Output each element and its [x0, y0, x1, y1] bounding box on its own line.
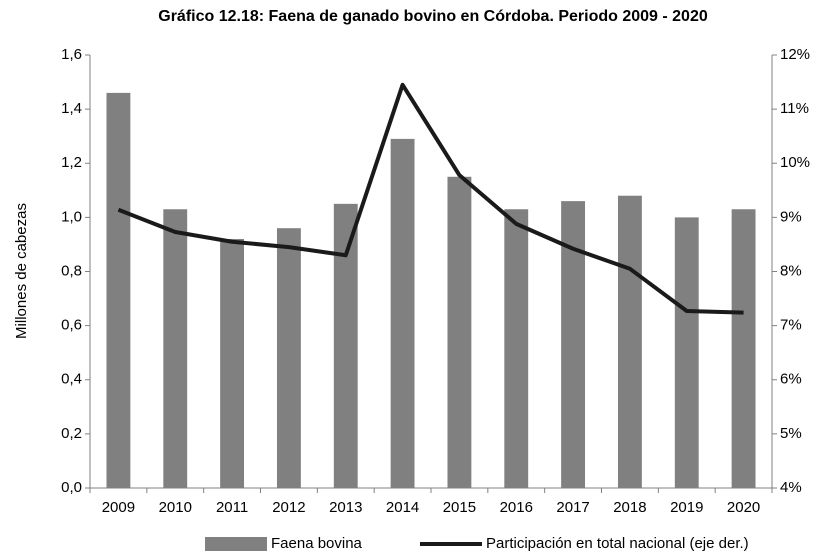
- y-tick-label: 0,6: [61, 317, 82, 334]
- y2-tick-label: 12%: [780, 46, 810, 63]
- y-tick-label: 0,8: [61, 262, 82, 279]
- x-tick-label: 2019: [670, 499, 703, 516]
- y-tick-label: 1,6: [61, 46, 82, 63]
- x-tick-label: 2018: [613, 499, 646, 516]
- y-tick-label: 0,0: [61, 479, 82, 496]
- x-tick-label: 2020: [727, 499, 760, 516]
- bar: [220, 239, 245, 488]
- y-tick-label: 1,2: [61, 154, 82, 171]
- legend-label: Faena bovina: [271, 535, 363, 552]
- y2-tick-label: 11%: [780, 100, 809, 117]
- x-tick-label: 2010: [159, 499, 192, 516]
- y-tick-label: 1,0: [61, 208, 82, 225]
- chart-title: Gráfico 12.18: Faena de ganado bovino en…: [158, 8, 708, 25]
- bar: [674, 217, 699, 488]
- y2-tick-label: 4%: [780, 479, 802, 496]
- y2-tick-label: 10%: [780, 154, 810, 171]
- bar: [447, 176, 472, 488]
- x-tick-label: 2013: [329, 499, 362, 516]
- x-tick-label: 2015: [443, 499, 476, 516]
- x-tick-label: 2012: [272, 499, 305, 516]
- line: [117, 82, 744, 315]
- y2-tick-label: 9%: [780, 208, 802, 225]
- bar: [390, 138, 415, 489]
- y2-tick-label: 5%: [780, 425, 802, 442]
- y-tick-label: 0,2: [61, 425, 82, 442]
- y2-tick-label: 6%: [780, 371, 802, 388]
- bar: [163, 209, 188, 488]
- bar: [276, 228, 301, 488]
- bar: [617, 195, 642, 488]
- bar: [106, 92, 131, 488]
- y-tick-label: 1,4: [61, 100, 82, 117]
- y-axis-label: Millones de cabezas: [13, 203, 30, 339]
- bar: [333, 203, 358, 488]
- bar: [504, 209, 529, 488]
- x-tick-label: 2014: [386, 499, 419, 516]
- x-tick-label: 2017: [556, 499, 589, 516]
- y-tick-label: 0,4: [61, 371, 82, 388]
- x-tick-label: 2016: [500, 499, 533, 516]
- y2-tick-label: 8%: [780, 262, 802, 279]
- bar: [731, 209, 756, 488]
- y2-tick-label: 7%: [780, 317, 802, 334]
- x-tick-label: 2009: [102, 499, 135, 516]
- bar: [561, 201, 586, 488]
- x-tick-label: 2011: [216, 499, 248, 516]
- legend-swatch: [205, 537, 267, 551]
- legend-label: Participación en total nacional (eje der…: [486, 535, 749, 552]
